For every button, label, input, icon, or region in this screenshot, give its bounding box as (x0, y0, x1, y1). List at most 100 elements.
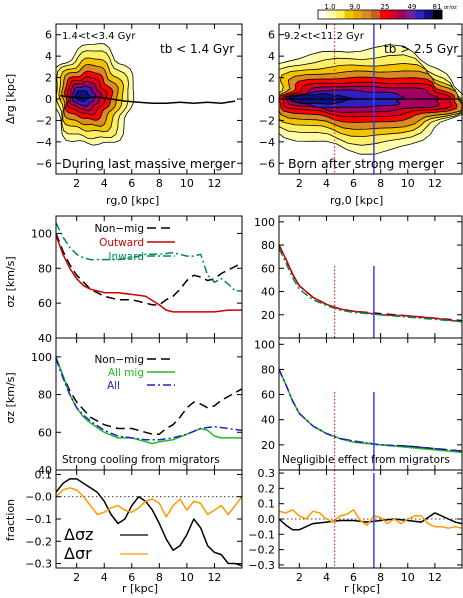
x-tick-label: 6 (128, 571, 135, 584)
colorbar: 1.0 9.0 25 49 81 σr/σz (317, 3, 457, 20)
y-tick-label: 60 (38, 297, 52, 310)
y-tick-label: −0.2 (25, 535, 52, 548)
y-ticks: 20 40 60 80 100 (254, 338, 462, 452)
x-tick-label: 4 (323, 177, 330, 190)
x-tick-label: 12 (207, 177, 221, 190)
legend: Non−mig Outward Inward (94, 223, 175, 263)
y-tick-label: 80 (261, 363, 275, 376)
x-tick-label: 6 (350, 177, 357, 190)
y-tick-label: 60 (261, 389, 275, 402)
density-contour (74, 89, 91, 103)
colorbar-cell (353, 10, 363, 19)
colorbar-cell (344, 10, 354, 19)
x-axis-label: r [kpc] (122, 582, 158, 595)
y-axis-label: σz [km/s] (4, 372, 17, 423)
y-tick-label: −0.3 (25, 558, 52, 571)
y-ticks: −6 −4 −2 0 2 4 6 (36, 29, 242, 170)
y-ticks: −6 −4 −2 0 2 4 6 (259, 29, 462, 170)
legend-label: Δσz (64, 525, 93, 544)
y-tick-label: 0.1 (35, 468, 53, 481)
y-axis-label: fraction (4, 499, 17, 541)
x-ticks (298, 338, 436, 470)
y-axis-label: Δrg [kpc] (4, 74, 17, 124)
series-line (55, 356, 243, 435)
colorbar-cell (380, 10, 390, 19)
time-label: 9.2<t<11.2 Gyr (284, 31, 365, 42)
y-ticks: 40 60 80 100 (31, 351, 242, 477)
y-tick-label: 20 (261, 309, 275, 322)
x-ticks (298, 216, 436, 338)
median-line (60, 95, 236, 105)
y-tick-label: 100 (31, 227, 52, 240)
y-ticks: −0.3 −0.2 −0.1 −0.0 0.1 (25, 468, 242, 571)
reference-lines (333, 392, 375, 470)
panel-mid1-right: 20 40 60 80 100 (254, 215, 463, 339)
x-tick-label: 10 (180, 571, 194, 584)
series-line (278, 369, 463, 452)
y-tick-label: 40 (261, 414, 275, 427)
x-tick-label: 6 (350, 571, 357, 584)
x-tick-label: 4 (101, 177, 108, 190)
series-line (278, 509, 463, 529)
series-lines (55, 478, 243, 567)
series-lines (278, 509, 463, 531)
x-ticks: 2 4 6 8 10 12 (296, 470, 442, 584)
y-ticks: 20 40 60 80 100 (254, 216, 462, 322)
legend-label: Non−mig (94, 354, 144, 366)
colorbar-cell (388, 10, 399, 19)
x-tick-label: 8 (377, 571, 384, 584)
series-line (55, 233, 243, 306)
y-tick-label: −0.1 (248, 528, 275, 541)
tb-label: tb < 1.4 Gyr (160, 42, 234, 56)
colorbar-cell (335, 10, 345, 19)
series-line (55, 222, 242, 292)
reference-lines (333, 470, 375, 568)
panel-bottom-left: −0.3 −0.2 −0.1 −0.0 0.1 2 4 6 8 10 12 Δσz Δσr fra… (4, 468, 243, 595)
legend-label: Outward (99, 237, 144, 249)
panel-bottom-right: −0.3 −0.2 −0.1 0.0 0.1 0.2 0.3 2 4 6 8 10 12 r [kpc… (248, 467, 463, 595)
y-tick-label: 40 (38, 332, 52, 345)
panel-mid2-right: 20 40 60 80 100 Negligible effect from migra… (254, 337, 463, 471)
y-tick-label: −0.2 (248, 544, 275, 557)
reference-lines (333, 24, 375, 174)
y-tick-label: 0.1 (258, 498, 276, 511)
x-tick-label: 2 (73, 177, 80, 190)
y-tick-label: 2 (268, 72, 275, 85)
x-tick-label: 6 (128, 177, 135, 190)
series-lines (278, 244, 463, 323)
y-tick-label: 60 (38, 426, 52, 439)
y-ticks: −0.3 −0.2 −0.1 0.0 0.1 0.2 0.3 (248, 467, 462, 572)
x-ticks: 2 4 6 8 10 12 (296, 24, 442, 190)
series-line (55, 487, 243, 518)
caption: During last massive merger (62, 156, 236, 171)
panel-mid1-left: 40 60 80 100 Non−mig Outward Inward σz [km/… (4, 215, 243, 345)
colorbar-tick-4: 49 (408, 3, 417, 11)
colorbar-cell (318, 10, 328, 19)
y-tick-label: 4 (45, 50, 52, 63)
x-tick-label: 12 (428, 177, 442, 190)
x-ticks (76, 338, 215, 470)
y-tick-label: 0 (268, 93, 275, 106)
legend-label: All mig (108, 367, 144, 379)
colorbar-cell (397, 10, 407, 19)
y-tick-label: −4 (36, 136, 52, 149)
y-tick-label: 80 (261, 239, 275, 252)
time-label: 1.4<t<3.4 Gyr (62, 31, 136, 42)
colorbar-tick-1: 1.0 (324, 3, 335, 11)
x-tick-label: 8 (377, 177, 384, 190)
caption: Born after strong merger (288, 156, 445, 171)
colorbar-cell (362, 10, 372, 19)
caption: Strong cooling from migrators (62, 454, 220, 466)
panel-frame (55, 337, 243, 471)
y-tick-label: 0.2 (258, 482, 276, 495)
x-tick-label: 10 (401, 571, 415, 584)
x-tick-label: 4 (101, 571, 108, 584)
x-tick-label: 12 (428, 571, 442, 584)
panel-frame (55, 215, 243, 339)
series-line (278, 244, 463, 322)
x-tick-label: 12 (207, 571, 221, 584)
y-tick-label: 40 (38, 464, 52, 477)
legend-label: All (107, 380, 120, 392)
tb-label: tb > 2.5 Gyr (384, 42, 458, 56)
